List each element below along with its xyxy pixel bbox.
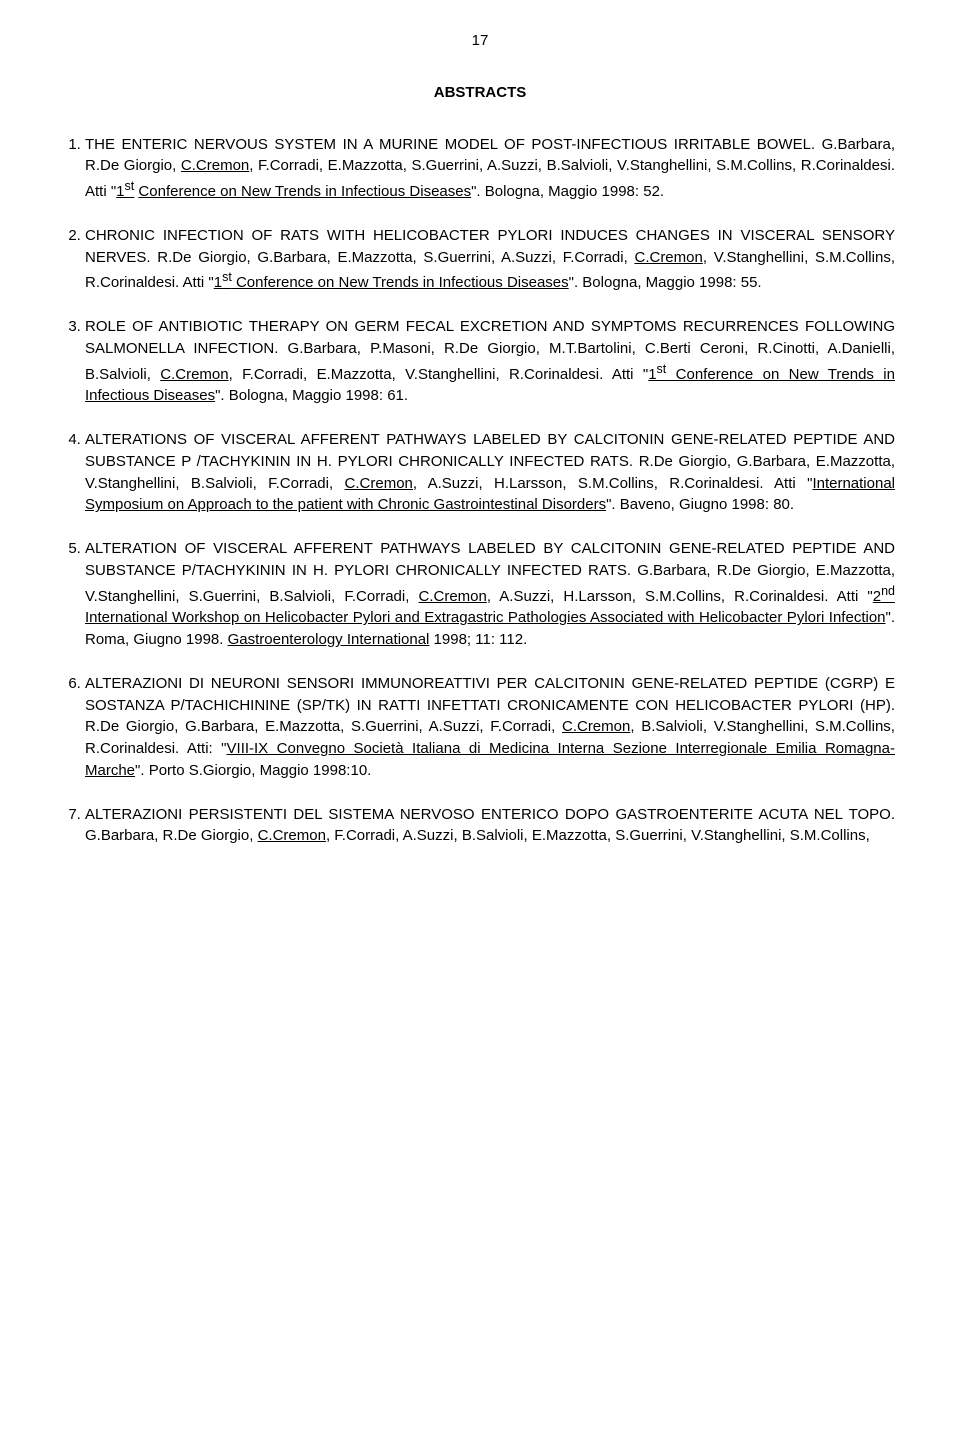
abstract-item: ALTERAZIONI PERSISTENTI DEL SISTEMA NERV… xyxy=(85,804,895,848)
abstract-item: ALTERAZIONI DI NEURONI SENSORI IMMUNOREA… xyxy=(85,673,895,782)
abstract-item: ALTERATION OF VISCERAL AFFERENT PATHWAYS… xyxy=(85,538,895,651)
abstract-item: THE ENTERIC NERVOUS SYSTEM IN A MURINE M… xyxy=(85,134,895,203)
abstract-item: ALTERATIONS OF VISCERAL AFFERENT PATHWAY… xyxy=(85,429,895,516)
abstract-item: CHRONIC INFECTION OF RATS WITH HELICOBAC… xyxy=(85,225,895,294)
abstract-item: ROLE OF ANTIBIOTIC THERAPY ON GERM FECAL… xyxy=(85,316,895,407)
abstracts-list: THE ENTERIC NERVOUS SYSTEM IN A MURINE M… xyxy=(65,134,895,848)
page-number: 17 xyxy=(65,30,895,52)
section-title: ABSTRACTS xyxy=(65,82,895,104)
document-page: 17 ABSTRACTS THE ENTERIC NERVOUS SYSTEM … xyxy=(0,0,960,909)
